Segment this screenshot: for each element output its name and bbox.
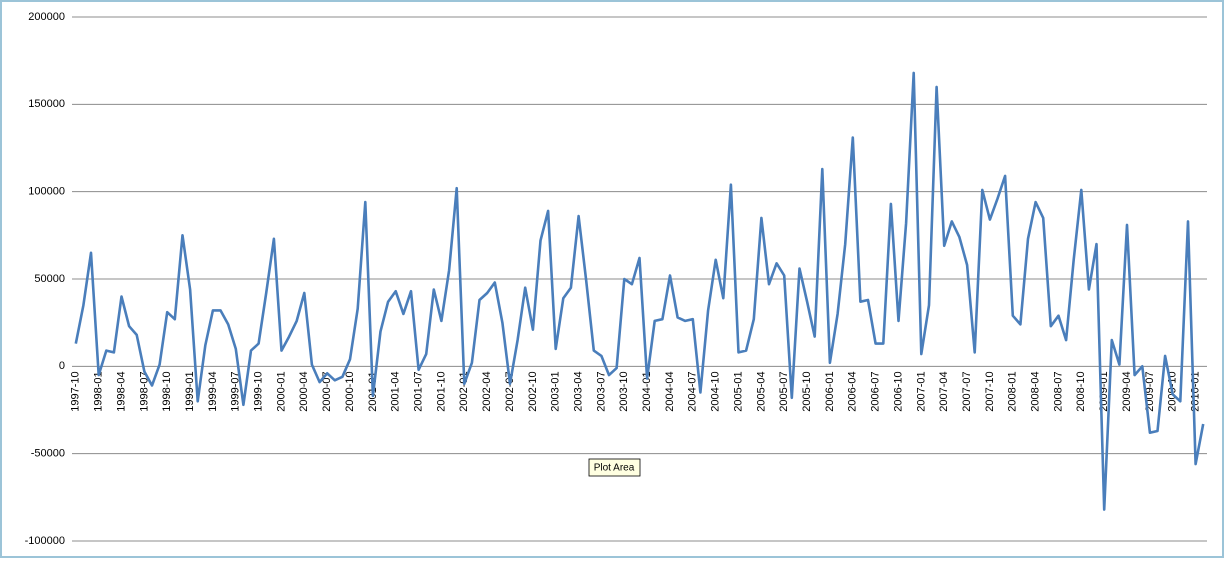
x-tick-label: 2008-04 — [1030, 371, 1042, 411]
x-tick-label: 2003-10 — [618, 371, 630, 411]
x-tick-label: 2004-04 — [664, 371, 676, 411]
x-tick-label: 1999-07 — [230, 371, 242, 411]
x-tick-label: 2008-07 — [1052, 371, 1064, 411]
x-tick-label: 1997-10 — [70, 371, 82, 411]
y-tick-label: 150000 — [28, 98, 65, 110]
x-tick-label: 2000-04 — [298, 371, 310, 411]
x-tick-label: 1998-10 — [161, 371, 173, 411]
y-tick-label: 50000 — [34, 273, 65, 285]
x-tick-label: 2007-10 — [984, 371, 996, 411]
x-tick-label: 1999-04 — [207, 371, 219, 411]
tooltip: Plot Area — [594, 463, 635, 474]
x-tick-label: 2010-01 — [1189, 371, 1201, 411]
y-tick-label: 200000 — [28, 11, 65, 23]
y-tick-label: -100000 — [25, 535, 65, 547]
x-tick-label: 2006-01 — [824, 371, 836, 411]
x-tick-label: 2002-07 — [504, 371, 516, 411]
x-tick-label: 2008-01 — [1007, 371, 1019, 411]
x-tick-label: 2005-10 — [801, 371, 813, 411]
tooltip-box — [588, 458, 641, 477]
x-tick-label: 2002-01 — [458, 371, 470, 411]
x-tick-label: 2006-04 — [847, 371, 859, 411]
x-tick-label: 2003-07 — [595, 371, 607, 411]
x-tick-label: 1999-01 — [184, 371, 196, 411]
x-tick-label: 2004-07 — [687, 371, 699, 411]
x-tick-label: 1998-07 — [138, 371, 150, 411]
x-tick-label: 2002-04 — [481, 371, 493, 411]
x-tick-label: 2008-10 — [1075, 371, 1087, 411]
x-tick-label: 2002-10 — [527, 371, 539, 411]
x-tick-label: 2001-07 — [413, 371, 425, 411]
x-tick-label: 2000-10 — [344, 371, 356, 411]
x-tick-label: 2005-01 — [732, 371, 744, 411]
plot-area: -100000 -50000 0 50000 100000 150000 200000 199… — [25, 11, 1207, 547]
x-tick-label: 2004-01 — [641, 371, 653, 411]
x-tick-label: 2006-10 — [892, 371, 904, 411]
x-tick-label: 2007-07 — [961, 371, 973, 411]
x-tick-label: 1999-10 — [253, 371, 265, 411]
x-tick-label: 2001-04 — [390, 371, 402, 411]
y-tick-label: -50000 — [31, 448, 65, 460]
x-tick-label: 2001-10 — [435, 371, 447, 411]
x-tick-label: 2000-07 — [321, 371, 333, 411]
x-tick-label: 2006-07 — [870, 371, 882, 411]
x-tick-label: 2003-01 — [550, 371, 562, 411]
x-tick-label: 2007-01 — [915, 371, 927, 411]
x-tick-label: 2004-10 — [710, 371, 722, 411]
x-tick-label: 2005-04 — [755, 371, 767, 411]
x-tick-label: 1998-04 — [115, 371, 127, 411]
x-tick-label: 2000-01 — [275, 371, 287, 411]
x-tick-label: 1998-01 — [93, 371, 105, 411]
data-line — [74, 71, 1205, 511]
x-tick-label: 2009-04 — [1121, 371, 1133, 411]
y-tick-label: 100000 — [28, 186, 65, 198]
y-tick-label: 0 — [59, 360, 65, 372]
x-tick-label: 2005-07 — [778, 371, 790, 411]
x-tick-label: 2003-04 — [572, 371, 584, 411]
x-tick-label: 2007-04 — [938, 371, 950, 411]
